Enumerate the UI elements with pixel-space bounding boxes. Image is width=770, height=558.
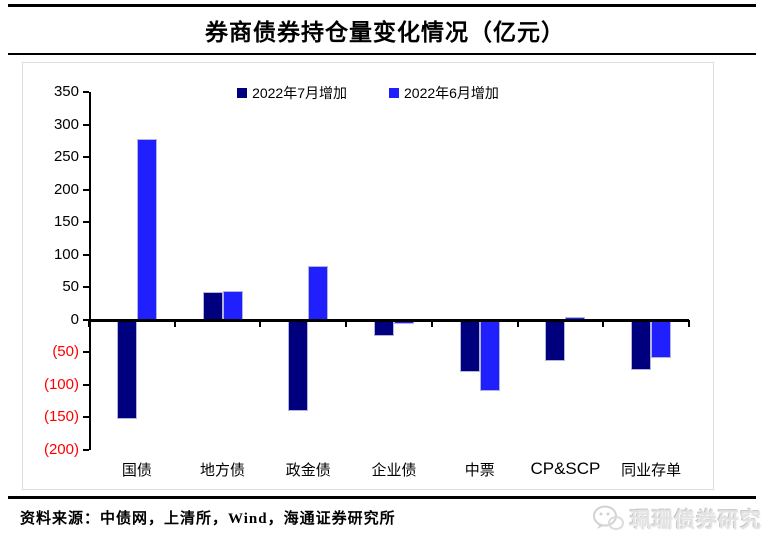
legend-item-july: 2022年7月增加: [237, 83, 347, 103]
x-axis-tick: [430, 319, 433, 327]
bar-july: [631, 319, 652, 370]
y-axis-tick: [83, 91, 89, 93]
legend-item-june: 2022年6月增加: [389, 83, 499, 103]
y-axis-tick: [83, 416, 89, 419]
y-axis-tick: [83, 286, 89, 289]
y-axis-label: 150: [53, 213, 79, 231]
category-label: 同业存单: [621, 463, 682, 479]
legend: 2022年7月增加 2022年6月增加: [23, 83, 713, 103]
category-label: 国债: [121, 463, 152, 479]
watermark: 珮珊债券研究: [592, 504, 762, 534]
y-axis-tick: [83, 351, 89, 354]
bar-june: [479, 319, 500, 392]
legend-label-june: 2022年6月增加: [404, 85, 499, 101]
chart-area: 2022年7月增加 2022年6月增加 350 300 250 200 150 100 50…: [22, 62, 714, 490]
bar-june: [308, 265, 329, 320]
chart-title: 券商债券持仓量变化情况（亿元）: [205, 20, 565, 45]
bar-july: [116, 319, 137, 420]
bar-july: [288, 319, 309, 411]
y-axis-tick: [83, 188, 89, 191]
x-axis-tick: [516, 319, 519, 327]
x-axis-tick: [602, 319, 605, 327]
title-divider: [8, 53, 756, 55]
top-divider: [8, 4, 756, 7]
bar-july: [545, 319, 566, 361]
category-label: 中票: [464, 463, 495, 479]
source-text: 资料来源：中债网，上清所，Wind，海通证券研究所: [20, 511, 396, 527]
y-axis-tick: [83, 221, 89, 224]
y-axis-label: (50): [52, 343, 79, 361]
y-axis-line: [89, 92, 91, 450]
y-axis-label: 200: [53, 180, 79, 198]
x-axis-tick: [688, 319, 690, 327]
x-axis-zero-line: [89, 318, 689, 322]
bottom-divider: [8, 496, 756, 499]
legend-swatch-july: [237, 88, 248, 98]
y-axis-tick: [83, 318, 89, 321]
y-axis-label: 100: [53, 245, 79, 263]
x-axis-tick: [259, 319, 262, 327]
category-label: 企业债: [371, 463, 417, 479]
y-axis-label: 250: [53, 148, 79, 166]
bar-july: [374, 319, 394, 337]
category-label: 地方债: [200, 463, 246, 479]
y-axis-tick: [83, 253, 89, 256]
x-axis-tick: [345, 319, 348, 327]
bar-june: [222, 290, 243, 320]
x-axis-tick: [88, 319, 90, 327]
category-label: CP&SCP: [530, 459, 601, 478]
y-axis-label: 0: [70, 310, 79, 328]
y-axis-label: 300: [53, 115, 79, 133]
bar-june: [651, 319, 672, 358]
y-axis-label: (150): [43, 408, 79, 426]
bar-july: [202, 292, 223, 320]
legend-swatch-june: [389, 88, 399, 98]
y-axis-label: (200): [43, 441, 79, 458]
y-axis-tick: [83, 383, 89, 386]
y-axis-label: (100): [43, 375, 79, 393]
bar-june: [136, 138, 157, 320]
y-axis-tick: [83, 123, 89, 126]
y-axis-label: 350: [53, 83, 79, 100]
y-axis-tick: [83, 156, 89, 159]
y-axis-tick: [83, 449, 89, 451]
watermark-text: 珮珊债券研究: [630, 508, 762, 532]
plot-area: 350 300 250 200 150 100 50 0 (50) (100) (150) (200)…: [23, 63, 713, 489]
x-axis-tick: [173, 319, 176, 327]
legend-label-july: 2022年7月增加: [252, 85, 347, 101]
y-axis-label: 50: [62, 278, 79, 296]
bar-july: [459, 319, 480, 372]
wechat-logo-icon: [593, 505, 624, 530]
category-label: 政金债: [285, 463, 331, 479]
